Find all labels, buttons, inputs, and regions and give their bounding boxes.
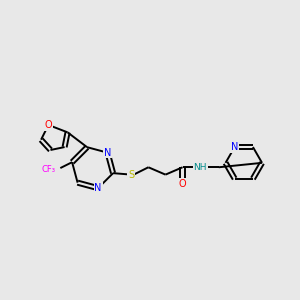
Text: O: O bbox=[45, 120, 52, 130]
Text: NH: NH bbox=[194, 163, 207, 172]
Text: CF₃: CF₃ bbox=[42, 165, 56, 174]
Text: S: S bbox=[128, 169, 134, 180]
Text: N: N bbox=[231, 142, 238, 152]
Text: N: N bbox=[94, 183, 102, 193]
Text: O: O bbox=[179, 179, 186, 189]
Text: N: N bbox=[104, 148, 111, 158]
